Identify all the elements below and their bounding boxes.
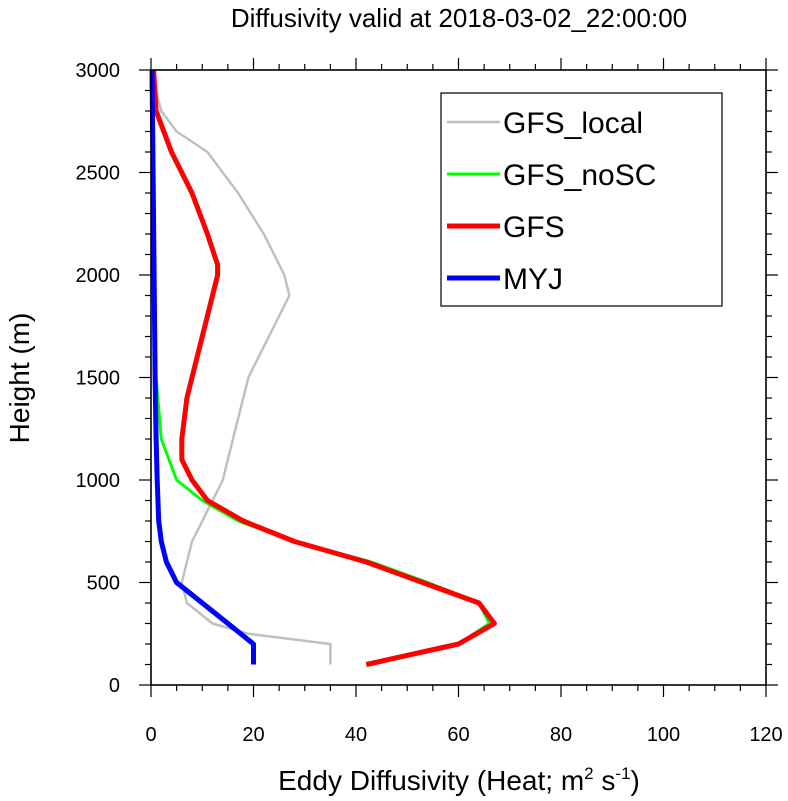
x-tick-label-120: 120 <box>749 724 782 746</box>
x-axis-title: Eddy Diffusivity (Heat; m2 s-1) <box>278 764 640 796</box>
x-tick-label-0: 0 <box>145 724 156 746</box>
x-tick-label-100: 100 <box>647 724 680 746</box>
x-tick-label-60: 60 <box>447 724 469 746</box>
y-tick-label-500: 500 <box>87 573 120 595</box>
x-axis-title-sup-minus1: -1 <box>615 764 630 783</box>
x-axis-title-main: Eddy Diffusivity (Heat; m <box>278 765 584 796</box>
x-axis-title-mid: s <box>594 765 616 796</box>
chart-title: Diffusivity valid at 2018-03-02_22:00:00 <box>231 3 687 33</box>
x-tick-label-80: 80 <box>550 724 572 746</box>
y-axis-title: Height (m) <box>4 313 35 444</box>
y-tick-label-2000: 2000 <box>76 265 121 287</box>
legend: GFS_local GFS_noSC GFS MYJ <box>447 107 656 296</box>
plot-lines <box>149 69 497 667</box>
y-tick-label-1500: 1500 <box>76 368 121 390</box>
y-tick-label-0: 0 <box>109 675 120 697</box>
x-tick-label-40: 40 <box>345 724 367 746</box>
x-axis-title-sup-2: 2 <box>584 764 593 783</box>
legend-label-gfs-nosc: GFS_noSC <box>503 159 656 192</box>
y-tick-label-3000: 3000 <box>76 60 121 82</box>
x-tick-label-20: 20 <box>242 724 264 746</box>
legend-label-gfs-local: GFS_local <box>503 107 643 140</box>
legend-label-myj: MYJ <box>503 263 563 296</box>
legend-label-gfs: GFS <box>503 211 565 244</box>
series-line-myj <box>149 69 256 665</box>
series-line-gfs-nosc <box>150 69 491 666</box>
axis-ticks <box>139 58 778 697</box>
legend-box <box>440 92 723 307</box>
y-tick-label-2500: 2500 <box>76 163 121 185</box>
y-tick-label-1000: 1000 <box>76 470 121 492</box>
series-line-gfs <box>151 69 497 667</box>
series-line-gfs-local <box>149 69 332 665</box>
x-axis-title-end: ) <box>631 765 640 796</box>
